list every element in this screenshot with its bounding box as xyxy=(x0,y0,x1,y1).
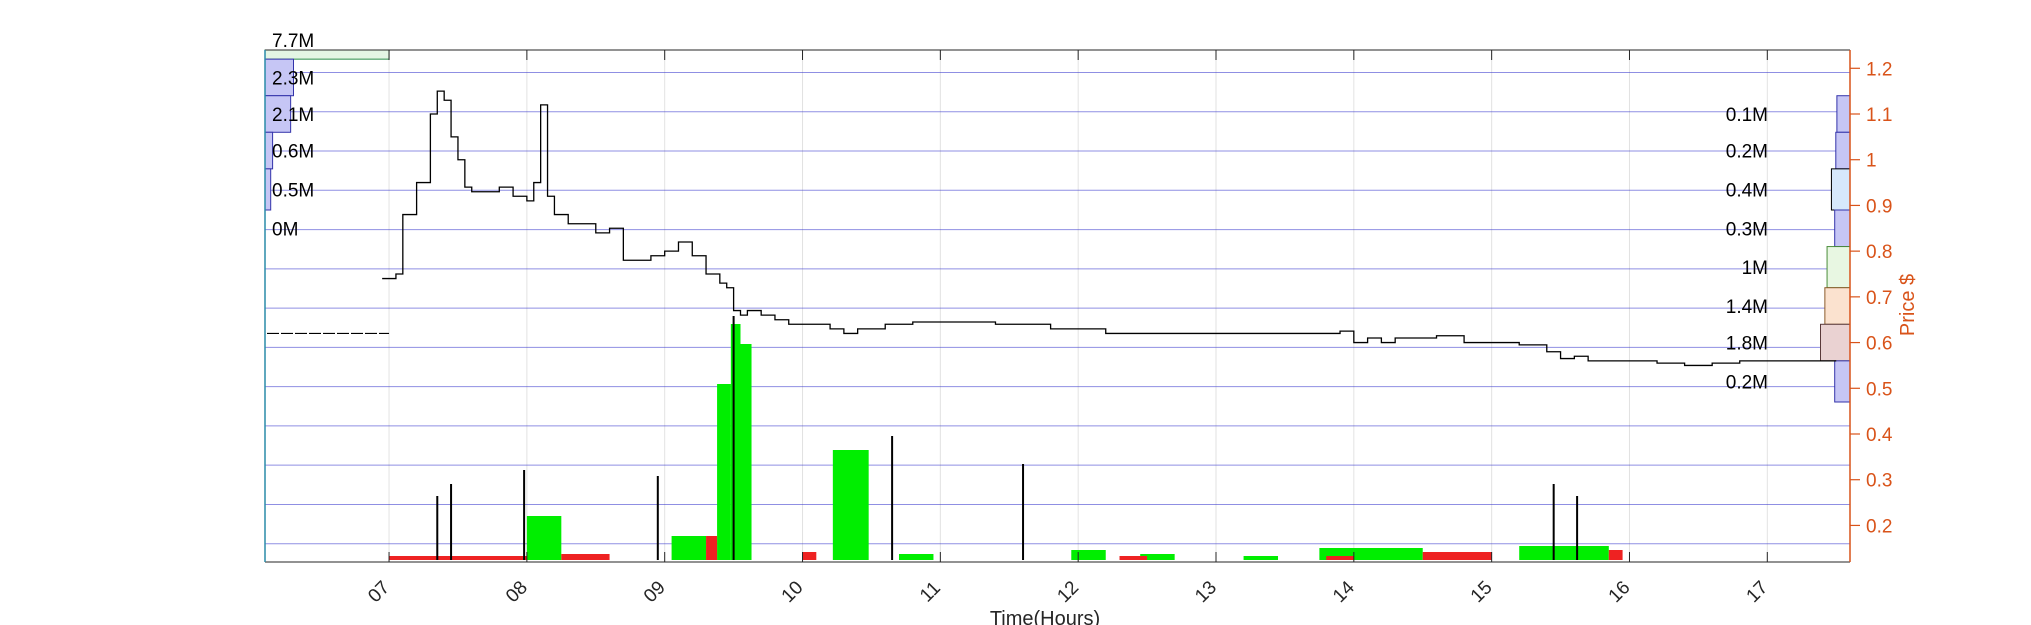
buy-volume-bar xyxy=(730,324,741,560)
buy-volume-bar xyxy=(740,344,752,560)
y-tick-label: 0.3 xyxy=(1866,471,1892,492)
x-tick-label: 08 xyxy=(502,577,532,607)
profile-box-left xyxy=(264,95,292,133)
x-tick-label: 10 xyxy=(778,577,808,607)
profile-label-left: 2.1M xyxy=(272,105,314,126)
profile-label-right: 1.4M xyxy=(1726,297,1768,318)
profile-box-right xyxy=(1836,95,1851,133)
buy-volume-bar xyxy=(671,536,707,560)
y-tick-label: 1.1 xyxy=(1866,105,1892,126)
buy-volume-bar xyxy=(899,554,934,560)
y-tick-label: 0.4 xyxy=(1866,425,1893,446)
profile-box-left xyxy=(264,168,272,211)
profile-box-right xyxy=(1824,287,1851,325)
y-tick-label: 0.7 xyxy=(1866,288,1892,309)
profile-label-left: 2.3M xyxy=(272,68,314,89)
profile-box-right xyxy=(1820,323,1851,362)
profile-label-right: 0.4M xyxy=(1726,180,1768,201)
x-tick-label: 14 xyxy=(1329,577,1359,607)
sell-volume-bar xyxy=(1119,556,1148,560)
buy-volume-bar xyxy=(1519,546,1609,560)
profile-label-right: 0.2M xyxy=(1726,372,1768,393)
profile-box-right xyxy=(1834,209,1851,248)
sell-volume-bar xyxy=(1608,550,1623,560)
profile-box-right xyxy=(1835,131,1851,170)
x-tick-label: 16 xyxy=(1605,577,1635,607)
x-axis-title: Time(Hours) xyxy=(990,608,1100,625)
sell-volume-bar xyxy=(802,552,817,560)
y-tick-label: 0.9 xyxy=(1866,196,1892,217)
volume-bars xyxy=(389,316,1623,560)
y-tick-label: 1.2 xyxy=(1866,59,1892,80)
profile-label-right: 0.1M xyxy=(1726,105,1768,126)
x-tick-label: 12 xyxy=(1053,577,1083,607)
buy-volume-bar xyxy=(526,516,562,560)
x-tick-label: 11 xyxy=(916,578,945,607)
sell-volume-bar xyxy=(561,554,610,560)
x-tick-label: 13 xyxy=(1191,577,1221,607)
profile-box-right xyxy=(1826,246,1851,289)
y-tick-label: 0.2 xyxy=(1866,516,1892,537)
y-tick-label: 1 xyxy=(1866,151,1877,172)
volume-profile: 7.7M 2.3M 2.1M 0.6M 0.5M 0M 0.1M 0.2M 0.4M 0.3M 1M… xyxy=(264,31,1851,403)
buy-volume-bar xyxy=(1243,556,1279,560)
sell-volume-bar xyxy=(1422,552,1492,560)
sell-volume-bar xyxy=(1326,556,1354,560)
y-tick-label: 0.8 xyxy=(1866,242,1892,263)
buy-volume-bar xyxy=(1140,554,1175,560)
profile-label-left: 0.6M xyxy=(272,142,314,163)
profile-box-right xyxy=(1830,168,1851,211)
profile-label-right: 0.3M xyxy=(1726,219,1768,240)
x-tick-label: 17 xyxy=(1743,577,1773,607)
price-line xyxy=(267,90,1837,367)
buy-volume-bar xyxy=(717,384,731,560)
profile-label-right: 1.8M xyxy=(1726,334,1768,355)
sell-volume-bar xyxy=(389,556,527,560)
gridlines xyxy=(265,50,1850,562)
y-tick-label: 0.5 xyxy=(1866,379,1892,400)
profile-label-left: 0M xyxy=(272,219,298,240)
price-series-line xyxy=(382,90,1837,367)
profile-label-left: 7.7M xyxy=(272,31,314,52)
profile-label-right: 0.2M xyxy=(1726,142,1768,163)
x-tick-label: 07 xyxy=(364,577,394,607)
buy-volume-bar xyxy=(832,450,869,560)
buy-volume-bar xyxy=(1071,550,1106,560)
y-axis-title: Price $ xyxy=(1897,274,1919,336)
y-tick-label: 0.6 xyxy=(1866,334,1892,355)
profile-label-right: 1M xyxy=(1742,258,1768,279)
x-tick-label: 09 xyxy=(640,577,670,607)
profile-box-right xyxy=(1834,360,1851,403)
x-tick-label: 15 xyxy=(1467,577,1497,607)
profile-label-left: 0.5M xyxy=(272,180,314,201)
sell-volume-bar xyxy=(706,536,718,560)
